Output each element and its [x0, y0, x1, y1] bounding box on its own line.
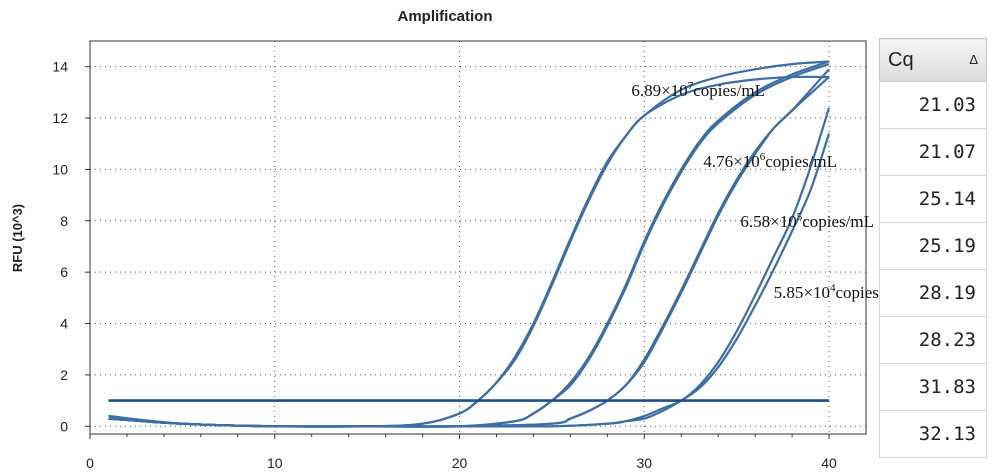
- table-row[interactable]: 32.13: [879, 410, 987, 458]
- y-tick-label: 10: [52, 161, 68, 177]
- table-row[interactable]: 25.19: [879, 222, 987, 270]
- cq-value: 28.19: [879, 269, 987, 317]
- cq-value: 25.19: [879, 222, 987, 270]
- concentration-label: 6.58×105copies/mL: [740, 211, 874, 231]
- cq-value: 25.14: [879, 175, 987, 223]
- table-row[interactable]: 25.14: [879, 175, 987, 223]
- chart-title: Amplification: [397, 8, 492, 25]
- table-row[interactable]: 21.07: [879, 128, 987, 176]
- plot-frame: [89, 40, 867, 435]
- cq-header-label: Cq: [888, 48, 914, 71]
- y-tick-label: 14: [52, 59, 68, 75]
- y-tick-label: 4: [60, 316, 68, 332]
- table-row[interactable]: 31.83: [879, 363, 987, 411]
- table-row[interactable]: 28.23: [879, 316, 987, 364]
- series-group: [108, 60, 831, 428]
- x-tick-label: 20: [452, 455, 468, 471]
- concentration-label: 6.89×107copies/mL: [631, 80, 765, 100]
- table-row[interactable]: 21.03: [879, 81, 987, 129]
- y-axis-label: RFU (10^3): [10, 204, 25, 272]
- x-tick-label: 0: [86, 455, 94, 471]
- x-tick-label: 30: [636, 455, 652, 471]
- y-tick-label: 6: [60, 264, 68, 280]
- table-row[interactable]: 28.19: [879, 269, 987, 317]
- x-tick-label: 40: [821, 455, 837, 471]
- triangle-up-icon[interactable]: Δ: [969, 51, 978, 67]
- cq-table: Cq Δ 21.03 21.07 25.14 25.19 28.19 28.23 31.83…: [879, 38, 987, 458]
- cq-value: 21.07: [879, 128, 987, 176]
- y-tick-label: 2: [60, 367, 68, 383]
- x-axis: 0 10 20 30 40: [86, 434, 837, 471]
- y-tick-label: 8: [60, 213, 68, 229]
- y-tick-label: 0: [60, 418, 68, 434]
- y-tick-label: 12: [52, 110, 68, 126]
- concentration-label: 4.76×106copies/mL: [703, 151, 837, 171]
- series-line: [108, 133, 831, 428]
- cq-value: 31.83: [879, 363, 987, 411]
- cq-column-header[interactable]: Cq Δ: [879, 38, 987, 82]
- cq-value: 28.23: [879, 316, 987, 364]
- grid: [90, 41, 866, 434]
- y-axis: 0 2 4 6 8 10 12 14: [52, 59, 90, 434]
- x-tick-label: 10: [267, 455, 283, 471]
- cq-value: 21.03: [879, 81, 987, 129]
- cq-value: 32.13: [879, 410, 987, 458]
